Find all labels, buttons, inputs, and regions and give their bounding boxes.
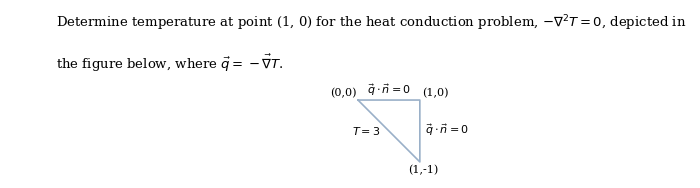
Text: the figure below, where $\vec{q} = -\vec{\nabla}T$.: the figure below, where $\vec{q} = -\vec… [56, 53, 284, 74]
Text: (1,0): (1,0) [422, 88, 449, 98]
Text: $\vec{q}\cdot\vec{n} = 0$: $\vec{q}\cdot\vec{n} = 0$ [425, 122, 469, 138]
Text: Determine temperature at point (1, 0) for the heat conduction problem, $-\nabla^: Determine temperature at point (1, 0) fo… [56, 13, 687, 33]
Text: $T = 3$: $T = 3$ [351, 125, 380, 137]
Text: (0,0): (0,0) [330, 88, 357, 98]
Text: (1,-1): (1,-1) [408, 164, 438, 175]
Text: $\vec{q}\cdot\vec{n} = 0$: $\vec{q}\cdot\vec{n} = 0$ [367, 83, 411, 98]
